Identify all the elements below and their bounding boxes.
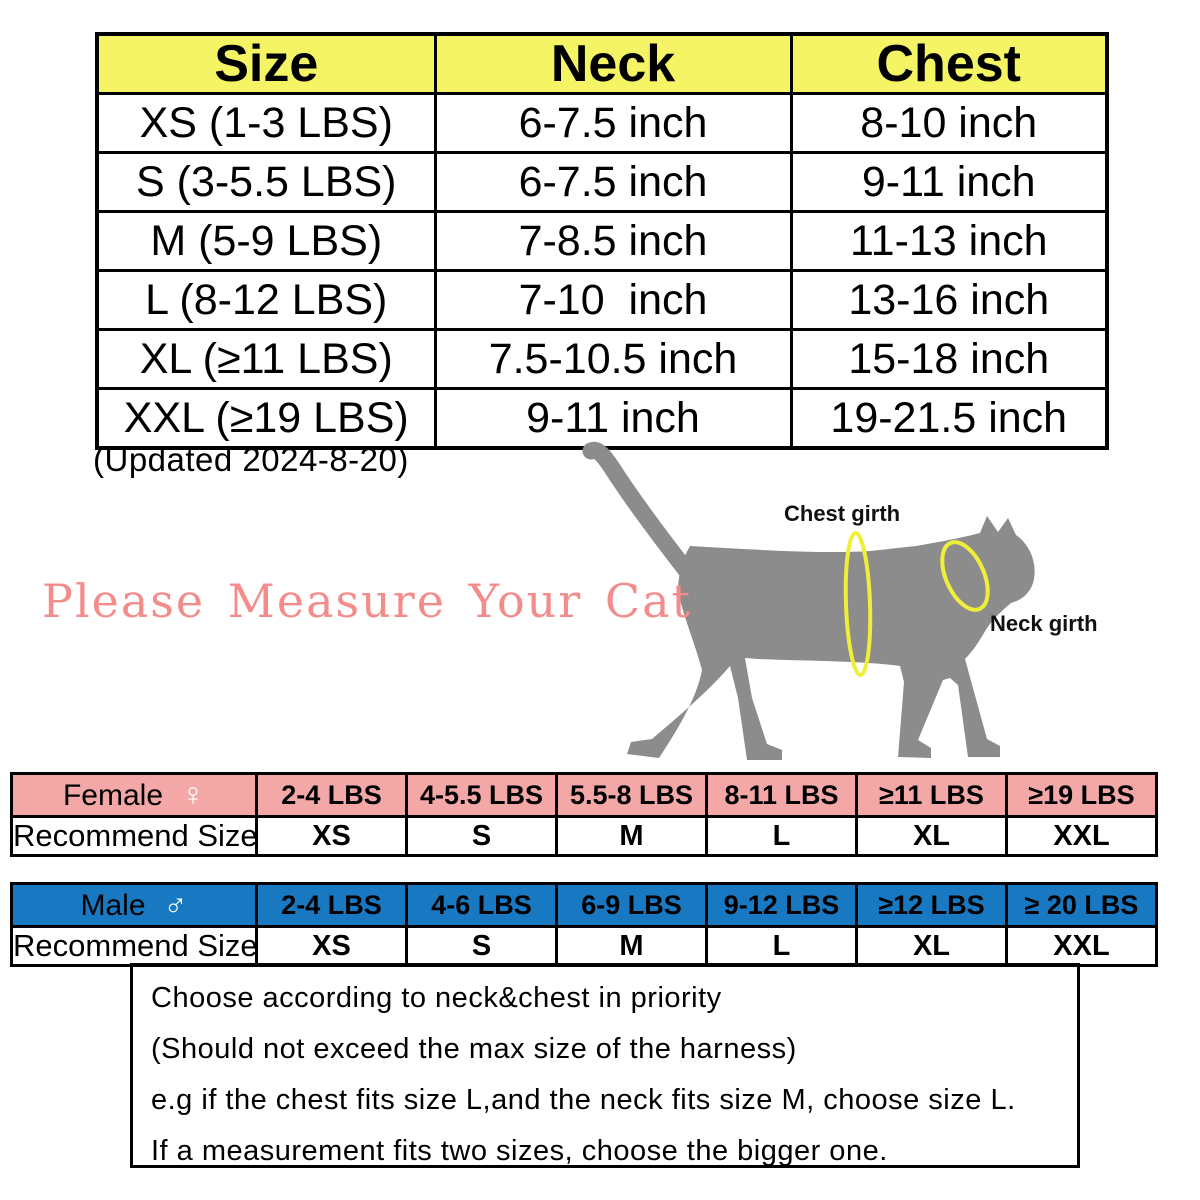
male-size-row: Recommend Size XS S M L XL XXL (10, 925, 1158, 967)
male-size-cell: S (405, 925, 558, 967)
neck-cell: 9-11 inch (433, 387, 793, 450)
cat-silhouette (582, 441, 1035, 760)
neck-cell: 6-7.5 inch (433, 151, 793, 213)
female-weight-cell: 5.5-8 LBS (555, 772, 708, 818)
table-row-m: M (5-9 LBS) 7-8.5 inch 11-13 inch (95, 210, 1109, 272)
cat-tail (582, 441, 695, 579)
male-weight-cell: 4-6 LBS (405, 882, 558, 928)
female-size-row: Recommend Size XS S M L XL XXL (10, 815, 1158, 857)
size-cell: L (8-12 LBS) (95, 269, 437, 331)
female-weight-cell: ≥11 LBS (855, 772, 1008, 818)
female-weight-cell: ≥19 LBS (1005, 772, 1158, 818)
updated-note: (Updated 2024-8-20) (93, 441, 409, 478)
male-size-cell: XL (855, 925, 1008, 967)
male-size-cell: XXL (1005, 925, 1158, 967)
size-chart-table: Size Neck Chest XS (1-3 LBS) 6-7.5 inch … (95, 32, 1109, 450)
size-chart-header-row: Size Neck Chest (95, 32, 1109, 95)
female-size-cell: XL (855, 815, 1008, 857)
chest-girth-label: Chest girth (784, 501, 901, 526)
measure-title: Please Measure Your Cat (42, 574, 692, 628)
size-cell: S (3-5.5 LBS) (95, 151, 437, 213)
female-size-table: Female ♀ 2-4 LBS 4-5.5 LBS 5.5-8 LBS 8-11… (10, 772, 1158, 857)
neck-girth-label: Neck girth (990, 611, 1098, 636)
female-weight-cell: 4-5.5 LBS (405, 772, 558, 818)
size-cell: XL (≥11 LBS) (95, 328, 437, 390)
table-row-xl: XL (≥11 LBS) 7.5-10.5 inch 15-18 inch (95, 328, 1109, 390)
size-cell: XXL (≥19 LBS) (95, 387, 437, 450)
male-icon: ♂ (163, 886, 188, 923)
male-header-row: Male ♂ 2-4 LBS 4-6 LBS 6-9 LBS 9-12 LBS ≥… (10, 882, 1158, 928)
male-weight-cell: 2-4 LBS (255, 882, 408, 928)
table-row-xxl: XXL (≥19 LBS) 9-11 inch 19-21.5 inch (95, 387, 1109, 450)
female-icon: ♀ (181, 776, 206, 813)
male-size-cell: L (705, 925, 858, 967)
cat-body (627, 516, 1035, 760)
chest-cell: 19-21.5 inch (789, 387, 1109, 450)
female-size-cell: M (555, 815, 708, 857)
chest-cell: 15-18 inch (789, 328, 1109, 390)
neck-girth-ellipse (940, 540, 990, 612)
female-size-cell: XXL (1005, 815, 1158, 857)
female-header-row: Female ♀ 2-4 LBS 4-5.5 LBS 5.5-8 LBS 8-11… (10, 772, 1158, 818)
note-line: Choose according to neck&chest in priori… (151, 982, 722, 1014)
neck-cell: 7.5-10.5 inch (433, 328, 793, 390)
chest-girth-ellipse (843, 531, 873, 677)
male-weight-cell: ≥ 20 LBS (1005, 882, 1158, 928)
chest-cell: 9-11 inch (789, 151, 1109, 213)
chest-cell: 11-13 inch (789, 210, 1109, 272)
male-weight-cell: 9-12 LBS (705, 882, 858, 928)
female-weight-cell: 2-4 LBS (255, 772, 408, 818)
note-line: (Should not exceed the max size of the h… (151, 1033, 797, 1065)
table-row-l: L (8-12 LBS) 7-10 inch 13-16 inch (95, 269, 1109, 331)
female-weight-cell: 8-11 LBS (705, 772, 858, 818)
size-cell: XS (1-3 LBS) (95, 92, 437, 154)
neck-cell: 7-10 inch (433, 269, 793, 331)
female-size-cell: L (705, 815, 858, 857)
table-row-s: S (3-5.5 LBS) 6-7.5 inch 9-11 inch (95, 151, 1109, 213)
female-size-cell: XS (255, 815, 408, 857)
male-weight-cell: ≥12 LBS (855, 882, 1008, 928)
male-header-cell: Male ♂ (10, 882, 258, 928)
header-size: Size (95, 32, 437, 95)
header-chest: Chest (789, 32, 1109, 95)
female-size-cell: S (405, 815, 558, 857)
recommend-size-label: Recommend Size (10, 925, 258, 967)
notes-box: Choose according to neck&chest in priori… (130, 963, 1080, 1168)
recommend-size-label: Recommend Size (10, 815, 258, 857)
size-cell: M (5-9 LBS) (95, 210, 437, 272)
chest-cell: 13-16 inch (789, 269, 1109, 331)
header-neck: Neck (433, 32, 793, 95)
male-size-cell: M (555, 925, 708, 967)
male-size-table: Male ♂ 2-4 LBS 4-6 LBS 6-9 LBS 9-12 LBS ≥… (10, 882, 1158, 967)
table-row-xs: XS (1-3 LBS) 6-7.5 inch 8-10 inch (95, 92, 1109, 154)
note-line: e.g if the chest fits size L,and the nec… (151, 1084, 1016, 1116)
male-label: Male (80, 889, 146, 922)
female-label: Female (62, 779, 164, 812)
note-line: If a measurement fits two sizes, choose … (151, 1135, 888, 1167)
female-header-cell: Female ♀ (10, 772, 258, 818)
neck-cell: 7-8.5 inch (433, 210, 793, 272)
neck-cell: 6-7.5 inch (433, 92, 793, 154)
chest-cell: 8-10 inch (789, 92, 1109, 154)
male-weight-cell: 6-9 LBS (555, 882, 708, 928)
male-size-cell: XS (255, 925, 408, 967)
